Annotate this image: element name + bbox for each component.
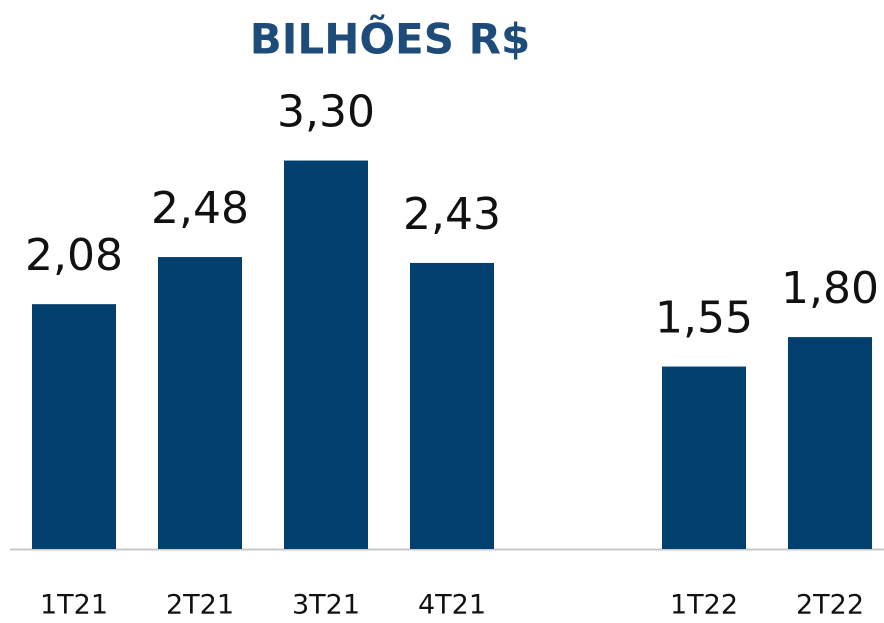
x-tick-label: 4T21 xyxy=(418,590,486,621)
value-label: 2,48 xyxy=(151,183,249,234)
x-tick-label: 2T21 xyxy=(166,590,234,621)
bar xyxy=(662,366,746,549)
x-tick-label: 1T21 xyxy=(40,590,108,621)
bar xyxy=(410,262,494,549)
value-label: 1,55 xyxy=(655,293,753,344)
x-tick-label: 3T21 xyxy=(292,590,360,621)
bar xyxy=(158,257,242,549)
bar xyxy=(32,304,116,549)
bar xyxy=(284,160,368,550)
x-tick-label: 2T22 xyxy=(796,590,864,621)
value-label: 3,30 xyxy=(277,87,375,138)
chart-title: BILHÕES R$ xyxy=(250,14,530,64)
value-label: 2,43 xyxy=(403,189,501,240)
value-label: 2,08 xyxy=(25,230,123,281)
bar xyxy=(788,337,872,549)
x-tick-label: 1T22 xyxy=(670,590,738,621)
value-label: 1,80 xyxy=(781,263,879,314)
